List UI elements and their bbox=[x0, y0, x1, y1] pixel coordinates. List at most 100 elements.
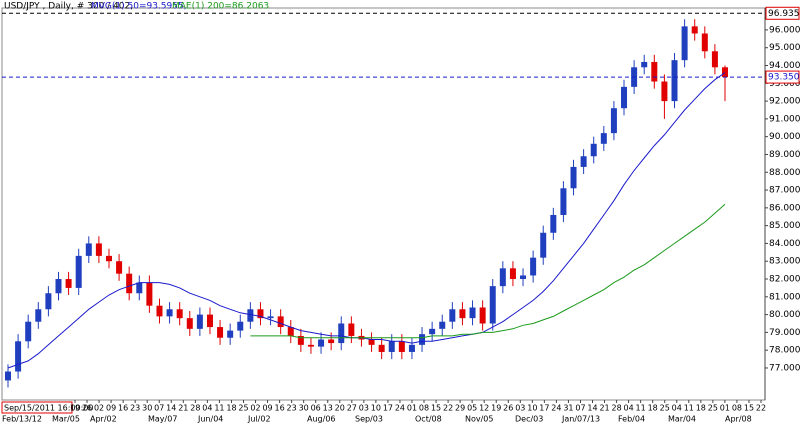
x-week-label: 05 bbox=[467, 404, 477, 413]
x-week-label: 18 bbox=[226, 404, 236, 413]
x-week-label: 02 bbox=[94, 404, 104, 413]
x-week-label: 17 bbox=[383, 404, 393, 413]
candle-body bbox=[469, 307, 476, 319]
x-week-label: 04 bbox=[624, 404, 634, 413]
x-week-label: 11 bbox=[684, 404, 694, 413]
y-tick-label: 91.0000 bbox=[769, 114, 800, 124]
x-month-label: Oct/08 bbox=[415, 415, 442, 424]
x-week-label: 01 bbox=[720, 404, 730, 413]
candle-body bbox=[116, 261, 123, 274]
candle-body bbox=[671, 60, 678, 102]
x-week-label: 06 bbox=[311, 404, 321, 413]
x-month-label: May/07 bbox=[148, 415, 177, 424]
candle-body bbox=[65, 279, 72, 288]
candle-body bbox=[206, 314, 213, 328]
ma-legend: MVG(1) 50=93.5955, bbox=[91, 2, 187, 12]
x-week-label: 04 bbox=[202, 404, 212, 413]
x-week-label: 30 bbox=[299, 404, 309, 413]
candle-body bbox=[580, 156, 587, 167]
x-week-label: 22 bbox=[756, 404, 766, 413]
x-week-label: 25 bbox=[708, 404, 718, 413]
candle-body bbox=[227, 330, 234, 338]
y-tick-label: 96.0000 bbox=[769, 25, 800, 35]
candle-body bbox=[722, 67, 728, 78]
x-week-label: 31 bbox=[563, 404, 573, 413]
candle-body bbox=[45, 293, 52, 310]
candle-body bbox=[681, 26, 688, 61]
y-tick-label: 83.0000 bbox=[769, 257, 800, 267]
candle-body bbox=[550, 214, 557, 233]
candle-body bbox=[499, 268, 506, 287]
candle-body bbox=[600, 133, 607, 144]
x-month-label: Feb/04 bbox=[618, 415, 645, 424]
candle-body bbox=[459, 309, 466, 319]
candle-body bbox=[237, 321, 244, 331]
candle-body bbox=[419, 334, 426, 345]
x-week-label: 19 bbox=[491, 404, 501, 413]
candle-body bbox=[186, 318, 193, 329]
x-week-label: 03 bbox=[359, 404, 369, 413]
candle-body bbox=[176, 309, 183, 319]
cursor-time: Sep/15/2011 16:00:00 bbox=[4, 404, 93, 413]
x-week-label: 22 bbox=[443, 404, 453, 413]
ma-legend: MAE(1) 200=86.2063 bbox=[172, 2, 269, 12]
x-week-label: 14 bbox=[587, 404, 597, 413]
x-week-label: 24 bbox=[551, 404, 561, 413]
x-week-label: 18 bbox=[696, 404, 706, 413]
candle-body bbox=[449, 309, 456, 322]
x-week-label: 15 bbox=[744, 404, 754, 413]
candle-body bbox=[146, 282, 153, 306]
candle-body bbox=[661, 81, 668, 102]
candle-body bbox=[267, 316, 274, 319]
price-marker-box bbox=[765, 70, 800, 84]
x-week-label: 16 bbox=[275, 404, 285, 413]
y-tick-label: 88.0000 bbox=[769, 168, 800, 178]
candle-body bbox=[398, 341, 405, 352]
candle-body bbox=[489, 286, 496, 324]
cursor-time-box bbox=[1, 401, 73, 414]
candle-body bbox=[691, 26, 698, 34]
candle-body bbox=[509, 268, 516, 280]
x-week-label: 08 bbox=[732, 404, 742, 413]
candle-body bbox=[590, 143, 597, 157]
x-week-label: 28 bbox=[190, 404, 200, 413]
candle-body bbox=[85, 243, 92, 256]
price-marker-box bbox=[765, 6, 800, 20]
price-marker-label: 96.9354 bbox=[768, 9, 800, 19]
x-week-label: 30 bbox=[142, 404, 152, 413]
candle-body bbox=[378, 344, 385, 352]
y-tick-label: 87.0000 bbox=[769, 186, 800, 196]
x-month-label: Nov/05 bbox=[465, 415, 494, 424]
candle-body bbox=[247, 309, 254, 322]
candle-body bbox=[368, 339, 375, 345]
x-week-label: 11 bbox=[214, 404, 224, 413]
y-tick-label: 92.0000 bbox=[769, 97, 800, 107]
candle-body bbox=[328, 339, 335, 344]
candle-body bbox=[621, 86, 628, 109]
candle-body bbox=[530, 257, 537, 276]
x-week-label: 09 bbox=[262, 404, 272, 413]
x-week-label: 26 bbox=[503, 404, 513, 413]
x-month-label: Aug/06 bbox=[307, 415, 336, 424]
x-week-label: 07 bbox=[154, 404, 164, 413]
moving-average-line bbox=[250, 203, 726, 339]
candle-body bbox=[25, 321, 32, 342]
y-tick-label: 86.0000 bbox=[769, 203, 800, 213]
y-tick-label: 93.0000 bbox=[769, 79, 800, 89]
candle-body bbox=[287, 327, 294, 336]
candle-body bbox=[439, 321, 446, 329]
y-tick-label: 89.0000 bbox=[769, 150, 800, 160]
candle-body bbox=[277, 316, 284, 328]
x-week-label: 15 bbox=[431, 404, 441, 413]
x-month-label: Jul/02 bbox=[247, 415, 271, 424]
x-month-label: Mar/04 bbox=[668, 415, 696, 424]
candle-body bbox=[540, 232, 547, 258]
x-week-label: 25 bbox=[660, 404, 670, 413]
x-week-label: 01 bbox=[407, 404, 417, 413]
candle-body bbox=[156, 305, 163, 317]
x-week-label: 28 bbox=[611, 404, 621, 413]
candle-body bbox=[35, 309, 42, 322]
y-tick-label: 94.0000 bbox=[769, 61, 800, 71]
